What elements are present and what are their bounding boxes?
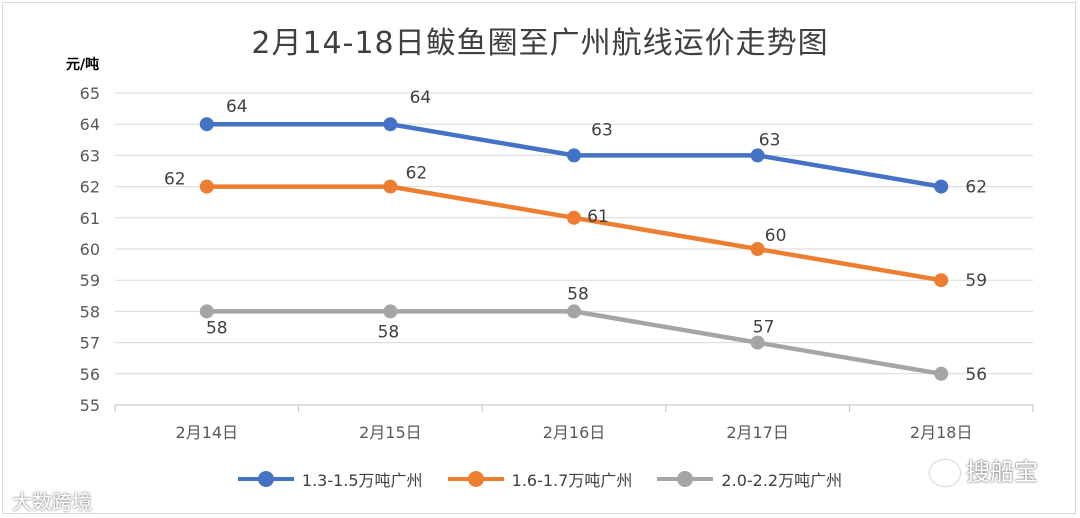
y-tick-label: 55 [80,396,100,415]
y-tick-label: 61 [80,209,100,228]
wechat-icon [930,460,960,486]
data-point [750,335,765,350]
legend-item-series-3: 2.0-2.2万吨广州 [657,467,842,491]
data-label: 62 [164,170,186,190]
y-axis-unit-label: 元/吨 [66,57,100,73]
data-label: 56 [965,365,987,385]
y-tick-labels: 55 56 57 58 59 60 61 62 63 64 65 [80,84,100,415]
legend-swatch-series-2 [447,471,504,487]
y-tick-label: 62 [80,178,100,197]
data-label: 63 [591,120,613,140]
data-label: 62 [965,178,987,198]
data-point [934,179,949,194]
data-point [567,148,581,163]
data-point [383,117,398,132]
legend: 1.3-1.5万吨广州 1.6-1.7万吨广州 2.0-2.2万吨广州 [0,466,1080,491]
data-label: 58 [378,322,400,342]
data-point [934,366,949,381]
x-tick-label: 2月14日 [176,423,239,442]
legend-label-series-2: 1.6-1.7万吨广州 [511,471,633,490]
y-tick-label: 63 [80,146,100,165]
x-tick-label: 2月17日 [726,423,789,442]
data-label: 64 [410,88,432,108]
data-point [199,117,214,132]
data-label: 63 [759,130,781,150]
y-tick-label: 56 [80,365,100,384]
watermark-left-text: 大数跨境 [12,490,92,514]
legend-item-series-1: 1.3-1.5万吨广州 [237,467,423,491]
data-label: 57 [753,318,775,338]
legend-item-series-2: 1.6-1.7万吨广州 [447,467,633,491]
x-tick-label: 2月16日 [543,423,606,442]
data-point [199,304,214,319]
data-label: 59 [965,271,987,291]
legend-swatch-series-1 [237,471,294,487]
data-label: 58 [567,284,589,304]
data-label: 62 [406,164,428,184]
x-tick-label: 2月18日 [910,423,973,442]
watermark-left: 大数跨境 [12,486,92,515]
y-tick-label: 58 [80,302,100,321]
legend-label-series-3: 2.0-2.2万吨广州 [721,471,843,490]
data-point [750,148,765,163]
watermark-right-text: 搜船宝 [966,458,1038,486]
y-tick-label: 65 [80,84,100,103]
chart-title: 2月14-18日鲅鱼圈至广州航线运价走势图 [251,26,829,61]
data-labels: 64 64 63 63 62 62 62 61 60 59 58 58 58 57 56 [164,88,987,385]
data-label: 60 [765,226,787,246]
data-point [383,304,398,319]
watermark-right: 搜船宝 [930,452,1038,487]
x-tick-label: 2月15日 [359,423,422,442]
series-line-2 [204,184,944,283]
data-label: 58 [206,318,228,338]
data-label: 64 [226,97,248,117]
y-tick-label: 59 [80,271,100,290]
y-tick-label: 57 [80,334,100,353]
y-tick-label: 60 [80,240,100,259]
y-tick-label: 64 [80,115,100,134]
data-point [383,179,398,194]
data-point [199,179,214,194]
data-label: 61 [587,207,609,227]
legend-swatch-series-3 [657,471,714,487]
data-point [750,242,765,256]
series-layer [199,117,949,381]
legend-label-series-1: 1.3-1.5万吨广州 [301,471,423,490]
data-point [934,273,949,288]
x-axis: 2月14日 2月15日 2月16日 2月17日 2月18日 [114,404,1034,442]
data-point [567,210,581,225]
gridlines [115,92,1033,375]
data-point [567,304,581,319]
